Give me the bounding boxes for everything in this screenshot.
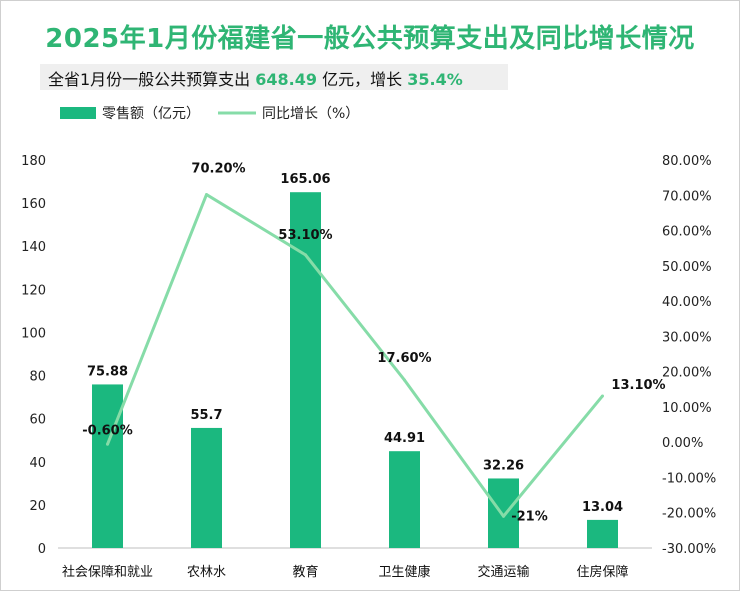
right-axis-tick-label: 80.00% [662,154,712,169]
left-axis-tick-label: 60 [29,413,46,428]
category-label: 交通运输 [477,564,529,580]
category-label: 住房保障 [576,564,628,580]
legend-line-label: 同比增长（%） [262,106,359,122]
growth-point [106,442,109,446]
legend-bar-label: 零售额（亿元） [102,106,200,122]
growth-point [502,514,505,518]
legend-bar-swatch [60,107,96,119]
bar-value-label: 13.04 [582,500,623,515]
right-axis-tick-label: 50.00% [662,260,712,275]
growth-point [403,378,406,382]
bar [587,519,618,548]
growth-value-label: 70.20% [191,162,245,177]
bar [191,427,222,548]
left-axis-tick-label: 20 [29,499,46,514]
left-axis-tick-label: 160 [21,197,46,212]
growth-value-label: 53.10% [278,228,332,243]
left-axis-tick-label: 40 [29,456,46,471]
right-axis-tick-label: 60.00% [662,225,712,240]
right-axis-tick-label: 40.00% [662,295,712,310]
left-axis-tick-label: 120 [21,283,46,298]
right-axis-tick-label: 20.00% [662,366,712,381]
subtitle-background [40,64,508,90]
bar [290,192,321,549]
category-label: 卫生健康 [378,564,430,580]
bar [389,451,420,548]
left-axis-tick-label: 0 [38,542,46,557]
growth-point [601,394,604,398]
subtitle-amount: 648.49 [255,70,318,89]
left-axis-tick-label: 140 [21,240,46,255]
right-axis-tick-label: -30.00% [662,542,716,557]
growth-value-label: 13.10% [611,378,665,393]
growth-value-label: 17.60% [377,351,431,366]
growth-value-label: -21% [511,509,548,524]
subtitle-middle: 亿元，增长 [317,70,408,89]
category-label: 教育 [292,564,318,580]
growth-line [106,193,604,518]
bar [488,478,519,548]
right-axis-tick-label: -10.00% [662,471,716,486]
bar-value-label: 32.26 [483,458,524,473]
left-axis-tick-label: 100 [21,326,46,341]
right-axis-tick-label: 30.00% [662,330,712,345]
category-label: 农林水 [187,565,226,580]
growth-value-label: -0.60% [82,423,133,438]
left-axis-tick-label: 80 [29,370,46,385]
category-label: 社会保障和就业 [62,564,153,580]
bar-value-label: 55.7 [190,408,222,423]
subtitle-growth: 35.4% [407,70,463,89]
bar-value-label: 75.88 [87,364,128,379]
chart-subtitle: 全省1月份一般公共预算支出 648.49 亿元，增长 35.4% [48,66,463,90]
right-axis-tick-label: -20.00% [662,507,716,522]
left-axis-tick-label: 180 [21,154,46,169]
bar-value-label: 165.06 [280,172,330,187]
right-axis-tick-label: 10.00% [662,401,712,416]
growth-point [205,193,208,197]
subtitle-prefix: 全省1月份一般公共预算支出 [48,70,256,89]
bar-value-label: 44.91 [384,431,425,446]
chart-title: 2025年1月份福建省一般公共预算支出及同比增长情况 [45,24,695,54]
growth-point [304,253,307,257]
right-axis-tick-label: 70.00% [662,189,712,204]
bar [92,384,123,548]
right-axis-tick-label: 0.00% [662,436,703,451]
